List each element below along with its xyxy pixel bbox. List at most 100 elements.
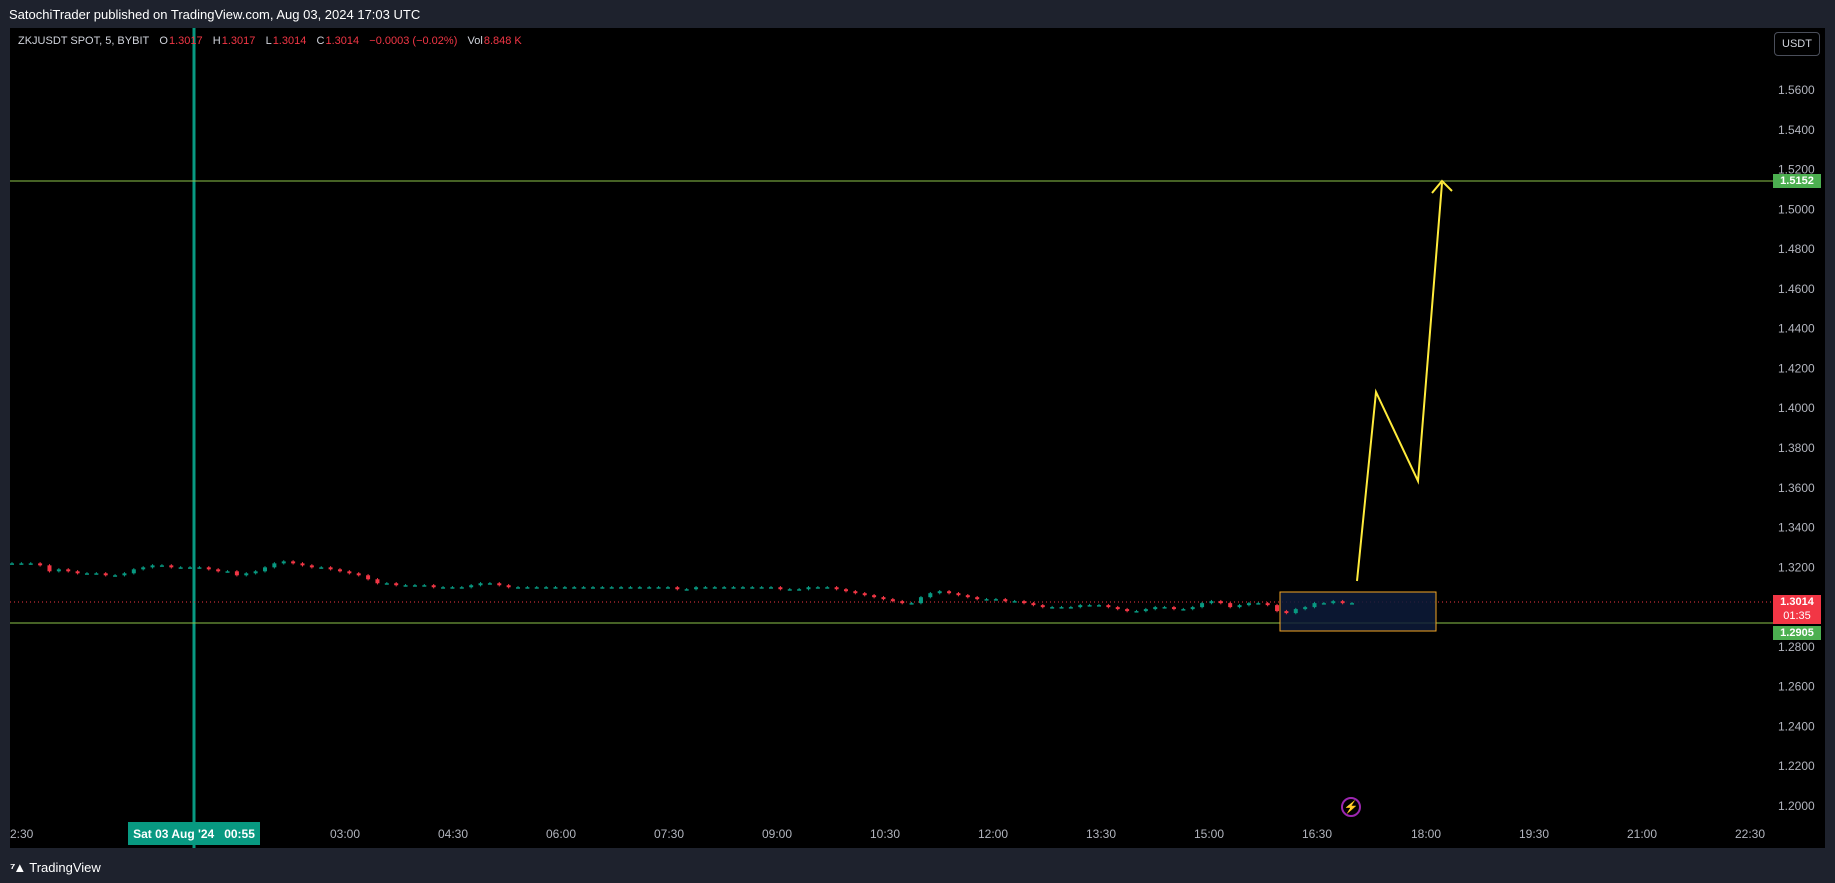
current-price-value: 1.3014 xyxy=(1780,596,1814,608)
candle-body xyxy=(825,587,830,589)
candle-body xyxy=(937,591,942,594)
candle-body xyxy=(694,587,699,590)
candle-body xyxy=(1312,603,1317,608)
legend-symbol[interactable]: ZKJUSDT SPOT, 5, BYBIT xyxy=(18,35,150,47)
candle-body xyxy=(337,569,342,572)
candle-body xyxy=(412,585,417,587)
candle-body xyxy=(319,567,324,569)
candle-body xyxy=(797,589,802,591)
candle-body xyxy=(366,575,371,580)
price-axis-label: 1.5000 xyxy=(1778,202,1815,216)
candle-body xyxy=(244,573,249,576)
candle-body xyxy=(909,603,914,605)
candle-body xyxy=(1050,607,1055,609)
candle-body xyxy=(263,567,268,572)
candle-body xyxy=(1265,603,1270,606)
symbol-legend[interactable]: ZKJUSDT SPOT, 5, BYBIT O1.3017 H1.3017 L… xyxy=(18,35,523,47)
price-axis-label: 1.4800 xyxy=(1778,242,1815,256)
candle-body xyxy=(1106,605,1111,608)
candle-body xyxy=(881,597,886,600)
candle-body xyxy=(1284,611,1289,614)
candle-body xyxy=(544,587,549,589)
time-axis-label: 12:00 xyxy=(978,827,1008,841)
candle-body xyxy=(1059,607,1064,609)
projection-path[interactable] xyxy=(1356,182,1443,582)
price-axis-label: 1.5400 xyxy=(1778,123,1815,137)
candle-body xyxy=(10,563,14,565)
candle-body xyxy=(141,567,146,570)
candle-body xyxy=(506,585,511,588)
candle-body xyxy=(984,599,989,601)
candle-body xyxy=(712,587,717,589)
candle-body xyxy=(1078,605,1083,608)
candle-body xyxy=(328,567,333,570)
projection-arrowhead xyxy=(1431,179,1453,194)
lightning-icon[interactable]: ⚡ xyxy=(1341,797,1361,817)
candle-body xyxy=(525,587,530,589)
candle-body xyxy=(619,587,624,589)
currency-button[interactable]: USDT xyxy=(1774,32,1820,56)
candle-body xyxy=(1003,599,1008,602)
candle-body xyxy=(684,589,689,591)
candle-body xyxy=(572,587,577,589)
candle-body xyxy=(1068,607,1073,609)
candle-body xyxy=(890,599,895,602)
candle-body xyxy=(1200,603,1205,608)
candle-body xyxy=(628,587,633,589)
candle-body xyxy=(131,569,136,574)
price-axis-label: 1.4000 xyxy=(1778,401,1815,415)
candle-body xyxy=(103,573,108,576)
candle-body xyxy=(38,563,43,566)
candle-body xyxy=(253,571,258,574)
candle-body xyxy=(478,583,483,586)
candle-body xyxy=(778,587,783,590)
candle-body xyxy=(647,587,652,589)
candle-body xyxy=(309,565,314,568)
candle-body xyxy=(1350,603,1354,605)
candle-body xyxy=(216,569,221,572)
candle-body xyxy=(459,587,464,589)
candle-body xyxy=(900,601,905,604)
tradingview-brand[interactable]: ⁷▲ TradingView xyxy=(10,860,101,875)
candle-body xyxy=(94,573,99,575)
footer-bar xyxy=(0,848,1835,883)
time-axis[interactable]: 2:30 03:00 04:30 06:00 07:30 09:00 10:30 12:00 1… xyxy=(10,827,1765,841)
chart-pane[interactable] xyxy=(10,28,1825,848)
candle-body xyxy=(516,587,521,589)
candle-body xyxy=(113,575,118,577)
candle-body xyxy=(281,561,286,564)
time-axis-label: 19:30 xyxy=(1519,827,1549,841)
candle-body xyxy=(1275,605,1280,612)
price-axis[interactable]: 1.5600 1.5400 1.5200 1.5000 1.4800 1.4600 1.44… xyxy=(1778,83,1815,813)
publisher-text: SatochiTrader published on TradingView.c… xyxy=(9,7,421,22)
price-axis-label: 1.2400 xyxy=(1778,719,1815,733)
candle-body xyxy=(487,583,492,585)
candle-body xyxy=(1246,603,1251,606)
candle-body xyxy=(1190,607,1195,610)
candle-body xyxy=(787,589,792,591)
candle-body xyxy=(862,593,867,596)
candle-body xyxy=(609,587,614,589)
candle-body xyxy=(422,585,427,587)
time-axis-label: 22:30 xyxy=(1735,827,1765,841)
candle-body xyxy=(1096,605,1101,607)
candle-body xyxy=(918,597,923,604)
time-axis-label: 2:30 xyxy=(10,827,34,841)
candle-body xyxy=(1321,603,1326,605)
time-axis-label: 15:00 xyxy=(1194,827,1224,841)
candle-body xyxy=(965,595,970,598)
time-axis-label: 10:30 xyxy=(870,827,900,841)
candle-body xyxy=(815,587,820,589)
candle-body xyxy=(834,587,839,590)
candle-body xyxy=(590,587,595,589)
candle-body xyxy=(56,569,61,572)
time-axis-label: 04:30 xyxy=(438,827,468,841)
candle-body xyxy=(656,587,661,589)
time-axis-label: 07:30 xyxy=(654,827,684,841)
candle-body xyxy=(1125,609,1130,612)
candle-body xyxy=(272,563,277,568)
time-axis-label: 18:00 xyxy=(1411,827,1441,841)
candle-body xyxy=(975,597,980,600)
range-box[interactable] xyxy=(1279,591,1437,632)
